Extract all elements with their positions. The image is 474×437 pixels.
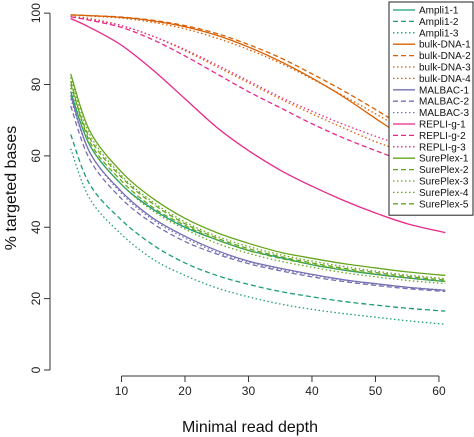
legend-entry-label: Ampli1-3 bbox=[419, 28, 459, 39]
series-line-bulk-dna-2 bbox=[70, 14, 446, 153]
legend-entry-label: Ampli1-2 bbox=[419, 17, 459, 28]
x-tick-label: 50 bbox=[369, 384, 383, 398]
legend-entry-label: MALBAC-3 bbox=[419, 108, 469, 119]
y-tick-label: 60 bbox=[29, 149, 43, 163]
x-tick-label: 30 bbox=[242, 384, 256, 398]
legend-entry-label: SurePlex-2 bbox=[419, 165, 469, 176]
series-line-repli-g-2 bbox=[70, 16, 446, 173]
legend-entry-label: REPLI-g-3 bbox=[419, 142, 466, 153]
series-line-sureplex-4 bbox=[70, 77, 446, 280]
legend-entry-label: Ampli1-1 bbox=[419, 6, 459, 17]
legend-box bbox=[388, 1, 474, 216]
y-tick-label: 0 bbox=[29, 366, 43, 373]
x-tick-label: 40 bbox=[305, 384, 319, 398]
legend-entry-label: SurePlex-3 bbox=[419, 177, 469, 188]
legend: Ampli1-1Ampli1-2Ampli1-3bulk-DNA-1bulk-D… bbox=[388, 1, 474, 216]
legend-entry-label: SurePlex-1 bbox=[419, 154, 469, 165]
x-tick-label: 10 bbox=[115, 384, 129, 398]
legend-entry-label: SurePlex-5 bbox=[419, 199, 469, 210]
series-line-repli-g-3 bbox=[70, 16, 446, 159]
legend-entry-label: MALBAC-2 bbox=[419, 97, 469, 108]
x-axis-title: Minimal read depth bbox=[182, 419, 318, 436]
legend-entry-label: bulk-DNA-2 bbox=[419, 51, 471, 62]
legend-entry-label: REPLI-g-2 bbox=[419, 131, 466, 142]
legend-entry-label: bulk-DNA-3 bbox=[419, 63, 471, 74]
x-tick-label: 60 bbox=[432, 384, 446, 398]
legend-entry-label: MALBAC-1 bbox=[419, 85, 469, 96]
series-line-malbac-1 bbox=[70, 95, 446, 292]
y-axis: 0 20 40 60 80 100 bbox=[29, 3, 51, 373]
legend-entry-label: bulk-DNA-1 bbox=[419, 40, 471, 51]
plot-lines bbox=[70, 14, 446, 325]
series-line-bulk-dna-4 bbox=[70, 14, 446, 153]
series-line-malbac-3 bbox=[70, 98, 446, 291]
y-tick-label: 80 bbox=[29, 78, 43, 92]
x-tick-label: 20 bbox=[178, 384, 192, 398]
series-line-repli-g-1 bbox=[70, 17, 446, 234]
series-line-malbac-2 bbox=[70, 105, 446, 293]
series-line-sureplex-3 bbox=[70, 87, 446, 285]
series-line-sureplex-1 bbox=[70, 73, 446, 277]
legend-entry-label: SurePlex-4 bbox=[419, 188, 469, 199]
y-tick-label: 100 bbox=[29, 3, 43, 23]
y-tick-label: 40 bbox=[29, 220, 43, 234]
y-axis-title: % targeted bases bbox=[3, 126, 20, 251]
y-tick-label: 20 bbox=[29, 292, 43, 306]
legend-entry-label: bulk-DNA-4 bbox=[419, 74, 471, 85]
series-line-ampli1-3 bbox=[70, 148, 446, 325]
series-line-sureplex-2 bbox=[70, 80, 446, 283]
series-line-sureplex-5 bbox=[70, 84, 446, 281]
x-axis: 10 20 30 40 50 60 bbox=[115, 375, 446, 398]
legend-entry-label: REPLI-g-1 bbox=[419, 120, 466, 131]
